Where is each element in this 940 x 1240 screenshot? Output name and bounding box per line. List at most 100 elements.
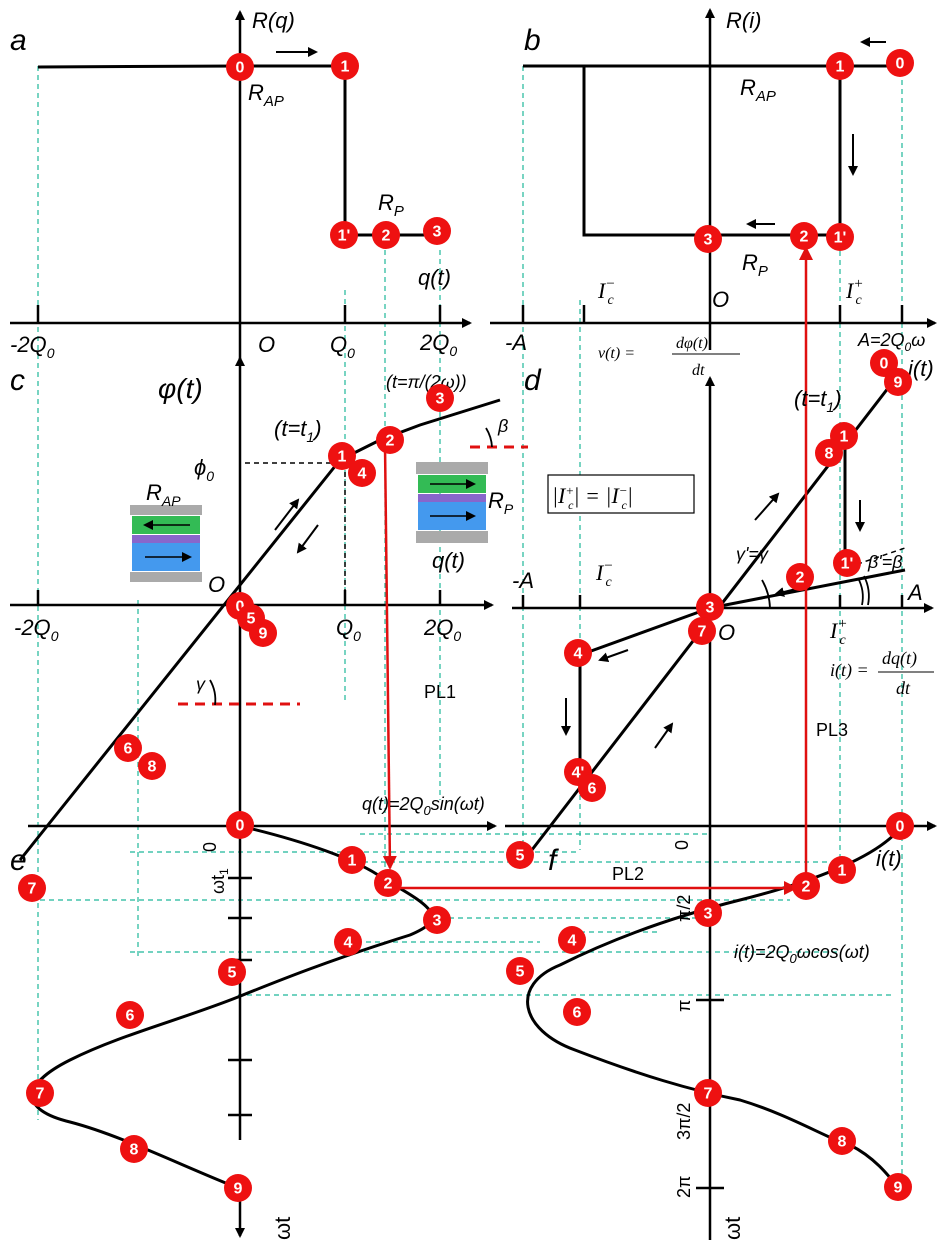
state-point-label: 6: [126, 1008, 135, 1025]
tick-f-pi: π: [674, 1000, 694, 1012]
state-point-label: 1: [838, 863, 847, 880]
label-beta-eq: β'=β: [867, 552, 903, 572]
state-point-label: 2: [384, 876, 393, 893]
label-ic-eq: |I+ c| = |I− c|: [552, 483, 633, 512]
state-point-label: 7: [36, 1086, 45, 1103]
tick-e-wt1: ωt1: [208, 868, 231, 894]
axis-label-wt-e: ωt: [270, 1217, 295, 1240]
axis-label-q-t-a: q(t): [418, 265, 451, 290]
state-point-label: 0: [236, 60, 245, 77]
state-point-d-3: 8: [815, 439, 843, 467]
label-t-t1-c: (t=t1): [274, 416, 322, 445]
state-point-c-4: 4: [348, 459, 376, 487]
state-point-b-4: 1': [826, 223, 854, 251]
tick-f-pi2: π/2: [674, 895, 694, 922]
state-point-c-8: 8: [138, 752, 166, 780]
svg-text:v(t) =: v(t) =: [598, 345, 635, 362]
svg-text:dt: dt: [896, 678, 911, 698]
state-point-label: 6: [573, 1005, 582, 1022]
state-point-e-1: 1: [338, 846, 366, 874]
state-point-label: 8: [825, 446, 834, 463]
state-point-label: 3: [704, 232, 713, 249]
state-point-b-2: 3: [694, 225, 722, 253]
state-point-label: 1: [840, 429, 849, 446]
tick-q0-a: Q0: [330, 332, 355, 361]
label-r-p-c: RP: [488, 488, 514, 517]
state-point-b-1: 0: [886, 49, 914, 77]
label-ic-minus-d: I− c: [595, 558, 613, 590]
state-point-label: 7: [704, 1086, 713, 1103]
tick-a-d: A: [906, 580, 923, 605]
origin-a: O: [258, 332, 275, 357]
axis-label-r-q: R(q): [252, 8, 295, 33]
state-point-d-7: 7: [688, 617, 716, 645]
axis-label-wt-f: ωt: [720, 1217, 745, 1240]
equation-q: q(t)=2Q0sin(ωt): [362, 794, 485, 818]
label-t-pi: (t=π/(2ω)): [386, 372, 467, 392]
state-point-d-5: 2: [786, 563, 814, 591]
state-point-a-2: 1': [330, 221, 358, 249]
state-point-c-6: 3: [426, 384, 454, 412]
state-point-label: 2: [796, 570, 805, 587]
origin-c: O: [208, 572, 225, 597]
axis-label-i-t-d: i(t): [908, 356, 934, 381]
state-point-f-0: 0: [886, 812, 914, 840]
label-r-p-a: RP: [378, 190, 404, 220]
state-point-c-5: 2: [376, 426, 404, 454]
state-point-f-6: 6: [563, 998, 591, 1026]
state-point-b-3: 2: [790, 222, 818, 250]
state-point-label: 8: [838, 1134, 847, 1151]
state-point-c-2: 9: [249, 619, 277, 647]
state-point-c-9: 7: [18, 874, 46, 902]
tick-f-zero: 0: [672, 840, 692, 850]
panel-label-c: c: [10, 364, 25, 397]
state-point-label: 1': [841, 556, 854, 573]
state-point-label: 9: [234, 1181, 243, 1198]
state-point-label: 1: [338, 449, 347, 466]
tick-a-eq-b: A=2Q0ω: [857, 330, 925, 354]
state-point-label: 5: [516, 848, 525, 865]
tick-neg-a-d: -A: [512, 568, 534, 593]
state-point-e-9: 9: [224, 1174, 252, 1202]
label-r-p-b: RP: [742, 250, 768, 280]
state-point-e-8: 8: [120, 1135, 148, 1163]
svg-text:dφ(t): dφ(t): [676, 335, 708, 352]
state-point-e-0: 0: [226, 811, 254, 839]
state-point-d-8: 4: [564, 639, 592, 667]
tick-f-3pi2: 3π/2: [674, 1103, 694, 1140]
state-point-e-5: 5: [218, 958, 246, 986]
state-point-label: 3: [704, 906, 713, 923]
panel-label-e: e: [10, 844, 27, 877]
label-r-ap-b: RAP: [740, 75, 776, 105]
state-point-label: 4: [568, 933, 577, 950]
state-point-c-7: 6: [114, 734, 142, 762]
svg-text:dq(t): dq(t): [882, 648, 917, 669]
panel-label-f: f: [548, 844, 559, 877]
state-point-f-3: 3: [694, 899, 722, 927]
state-point-label: 3: [436, 391, 445, 408]
state-point-label: 6: [588, 781, 597, 798]
label-phi0: ϕ0: [194, 455, 214, 484]
state-point-f-4: 4: [558, 926, 586, 954]
state-point-d-4: 1': [833, 549, 861, 577]
state-point-d-6: 3: [696, 593, 724, 621]
state-point-f-8: 8: [828, 1127, 856, 1155]
state-point-label: 2: [382, 228, 391, 245]
state-point-label: 1: [348, 853, 357, 870]
svg-text:i(t) =: i(t) =: [830, 660, 869, 681]
state-point-f-7: 7: [694, 1079, 722, 1107]
label-beta: β: [497, 416, 508, 436]
state-point-e-6: 6: [116, 1001, 144, 1029]
state-point-label: 1': [338, 228, 351, 245]
state-point-d-1: 9: [884, 368, 912, 396]
label-r-ap-c: RAP: [146, 480, 181, 509]
state-point-label: 9: [894, 1180, 903, 1197]
label-r-ap-a: RAP: [248, 80, 284, 110]
state-point-e-7: 7: [26, 1079, 54, 1107]
tick-q0-c: Q0: [336, 615, 361, 644]
state-point-d-11: 5: [506, 841, 534, 869]
state-point-label: 0: [880, 356, 889, 373]
state-point-label: 2: [800, 229, 809, 246]
state-point-label: 4: [344, 935, 353, 952]
